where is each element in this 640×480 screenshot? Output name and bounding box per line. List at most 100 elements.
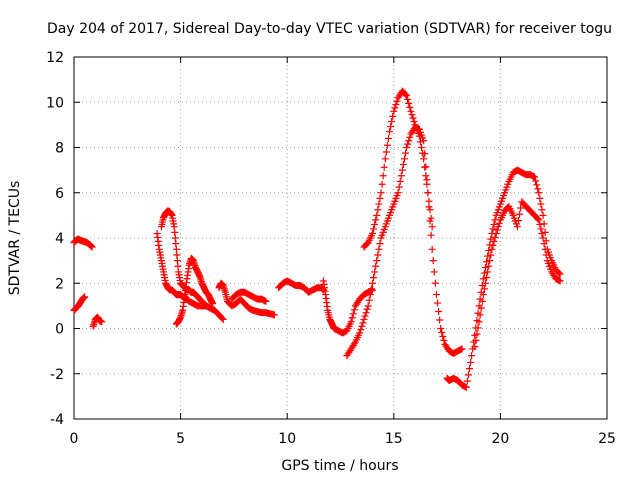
y-tick-label: 12 <box>46 50 64 66</box>
data-point <box>374 206 382 214</box>
data-point <box>364 302 372 310</box>
data-point <box>486 257 494 265</box>
data-point <box>425 197 433 205</box>
data-point <box>376 194 384 202</box>
grid-lines <box>74 57 607 419</box>
data-point <box>534 185 542 193</box>
data-point <box>423 180 431 188</box>
data-point <box>468 352 476 360</box>
data-point <box>472 336 480 344</box>
data-point <box>432 291 440 299</box>
data-point <box>350 306 358 314</box>
data-point <box>377 189 385 197</box>
data-point <box>479 291 487 299</box>
data-points <box>70 87 564 391</box>
data-point <box>438 328 446 336</box>
data-point <box>462 383 470 391</box>
data-point <box>480 285 488 293</box>
x-tick-label: 20 <box>491 431 509 447</box>
data-point <box>535 216 543 224</box>
axis-ticks <box>73 56 608 420</box>
data-point <box>427 214 435 222</box>
data-point <box>476 311 484 319</box>
data-point <box>349 310 357 318</box>
data-point <box>485 262 493 270</box>
data-point <box>366 291 374 299</box>
data-point <box>434 299 442 307</box>
data-point <box>397 172 405 180</box>
data-point <box>399 160 407 168</box>
data-point <box>490 220 498 228</box>
data-point <box>370 225 378 233</box>
x-tick-labels: 0 5 10 15 20 25 <box>70 431 616 447</box>
data-point <box>406 103 414 111</box>
chart-title: Day 204 of 2017, Sidereal Day-to-day VTE… <box>47 21 612 37</box>
data-point <box>477 304 485 312</box>
data-point <box>537 200 545 208</box>
data-point <box>415 132 423 140</box>
data-point <box>262 297 270 305</box>
data-point <box>406 133 414 141</box>
data-point <box>386 128 394 136</box>
data-point <box>398 166 406 174</box>
y-tick-label: -2 <box>50 367 64 383</box>
data-point <box>360 315 368 323</box>
data-point <box>535 189 543 197</box>
data-point <box>471 343 479 351</box>
data-point <box>368 279 376 287</box>
data-point <box>361 312 369 320</box>
data-point <box>98 318 106 326</box>
data-point <box>372 216 380 224</box>
data-point <box>218 314 226 322</box>
data-point <box>481 279 489 287</box>
data-point <box>358 322 366 330</box>
data-point <box>473 330 481 338</box>
data-point <box>420 137 428 145</box>
data-point <box>389 112 397 120</box>
x-tick-label: 5 <box>176 431 185 447</box>
data-point <box>408 111 416 119</box>
data-point <box>534 215 542 223</box>
data-point <box>541 228 549 236</box>
data-point <box>436 316 444 324</box>
data-point <box>375 245 383 253</box>
data-point <box>464 371 472 379</box>
data-point <box>538 206 546 214</box>
data-point <box>418 144 426 151</box>
data-point <box>405 99 413 107</box>
x-tick-label: 0 <box>70 431 79 447</box>
data-point <box>485 246 493 254</box>
data-point <box>348 314 356 322</box>
x-tick-label: 15 <box>385 431 403 447</box>
data-point <box>416 138 424 146</box>
data-point <box>356 329 364 337</box>
data-point <box>484 252 492 260</box>
y-tick-label: -4 <box>50 412 64 428</box>
data-point <box>390 107 398 115</box>
data-point <box>380 163 388 171</box>
data-point <box>375 200 383 208</box>
data-point <box>488 245 496 253</box>
data-point <box>367 285 375 293</box>
data-point <box>481 263 489 271</box>
data-point <box>384 134 392 142</box>
data-point <box>480 269 488 277</box>
x-tick-label: 25 <box>598 431 616 447</box>
data-point <box>362 309 370 317</box>
data-point <box>515 216 523 224</box>
data-point <box>359 319 367 327</box>
data-point <box>556 277 564 285</box>
y-tick-label: 2 <box>55 276 64 292</box>
y-tick-labels: -4 -2 0 2 4 6 8 10 12 <box>46 50 64 428</box>
y-axis-label: SDTVAR / TECUs <box>7 181 23 296</box>
data-point <box>378 180 386 188</box>
data-point <box>409 114 417 122</box>
data-point <box>556 270 564 278</box>
data-point <box>478 297 486 305</box>
data-point <box>363 305 371 313</box>
plot-frame <box>73 56 608 420</box>
data-point <box>88 243 96 251</box>
data-point <box>211 306 219 314</box>
data-point <box>350 340 358 348</box>
data-point <box>394 189 402 197</box>
